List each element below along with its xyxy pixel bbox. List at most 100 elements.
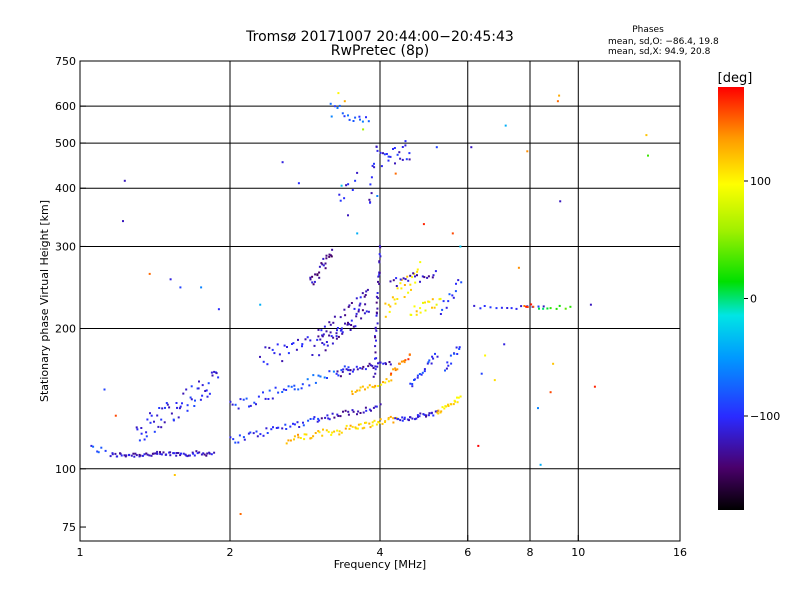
data-point (271, 397, 274, 400)
data-point (404, 144, 407, 147)
data-point (391, 296, 394, 299)
data-point (321, 434, 324, 437)
data-point (312, 283, 315, 286)
data-point (406, 275, 409, 278)
data-point (538, 307, 540, 310)
data-point (364, 303, 367, 306)
data-point (201, 384, 204, 387)
data-point (444, 369, 446, 372)
data-point (336, 413, 339, 416)
data-point (352, 325, 355, 328)
data-point (293, 423, 296, 426)
data-point (255, 430, 258, 433)
data-point (422, 301, 424, 304)
data-point (169, 454, 172, 457)
data-point (372, 375, 375, 378)
data-point (428, 300, 431, 303)
data-point (325, 429, 328, 432)
data-point (448, 293, 451, 296)
data-point (376, 149, 379, 152)
data-point (333, 416, 336, 419)
data-point (190, 398, 193, 401)
data-point (392, 279, 395, 282)
data-point (160, 453, 163, 456)
data-point (354, 116, 357, 119)
data-point (387, 417, 390, 420)
data-point (320, 262, 323, 265)
data-point (408, 419, 410, 422)
data-point (409, 274, 412, 277)
data-point (375, 311, 378, 314)
data-point (593, 385, 596, 388)
data-point (433, 306, 436, 309)
data-point (323, 376, 326, 379)
data-point (322, 264, 325, 267)
data-point (328, 321, 331, 324)
data-point (359, 296, 362, 299)
data-point (332, 336, 335, 339)
data-point (287, 352, 290, 355)
data-point (341, 112, 344, 115)
data-point (324, 416, 327, 419)
data-point (302, 421, 304, 424)
data-point (495, 307, 498, 310)
data-point (418, 373, 421, 375)
data-point (357, 308, 360, 311)
data-point (367, 120, 370, 123)
data-point (396, 298, 399, 300)
data-point (266, 363, 269, 366)
data-point (281, 161, 284, 164)
data-point (404, 359, 407, 362)
data-point (394, 417, 397, 420)
data-point (119, 452, 122, 455)
data-point (411, 276, 414, 279)
data-point (331, 342, 334, 345)
data-point (431, 276, 434, 279)
data-point (309, 418, 312, 420)
data-point (335, 332, 338, 335)
data-point (420, 373, 423, 376)
data-point (245, 397, 248, 400)
data-point (373, 166, 376, 169)
data-point (90, 444, 93, 447)
data-point (390, 379, 393, 382)
data-point (232, 438, 235, 441)
data-point (425, 415, 427, 418)
data-point (414, 281, 417, 284)
data-point (304, 338, 307, 341)
data-point (339, 415, 342, 418)
data-point (259, 355, 261, 358)
data-point (172, 418, 175, 421)
data-point (470, 146, 473, 149)
data-point (407, 291, 410, 294)
data-point (399, 419, 402, 422)
data-point (297, 436, 300, 439)
data-point (389, 305, 392, 308)
data-point (431, 355, 434, 358)
data-point (259, 433, 262, 436)
data-point (371, 164, 374, 167)
data-point (370, 192, 373, 195)
data-point (176, 406, 178, 409)
data-point (242, 436, 245, 439)
data-point (493, 379, 496, 382)
data-point (520, 305, 523, 308)
data-point (368, 408, 371, 411)
data-point (346, 323, 349, 326)
data-point (302, 424, 305, 427)
data-point (355, 297, 358, 300)
data-point (376, 297, 379, 300)
data-point (355, 365, 358, 368)
data-point (347, 114, 349, 117)
data-point (564, 307, 567, 310)
data-point (408, 353, 411, 356)
data-point (454, 290, 457, 293)
data-point (549, 307, 552, 310)
data-point (296, 421, 299, 424)
data-point (343, 197, 346, 200)
data-point (264, 346, 267, 349)
data-point (290, 385, 293, 388)
data-point (92, 445, 95, 448)
data-point (345, 424, 348, 427)
data-point (373, 419, 376, 422)
